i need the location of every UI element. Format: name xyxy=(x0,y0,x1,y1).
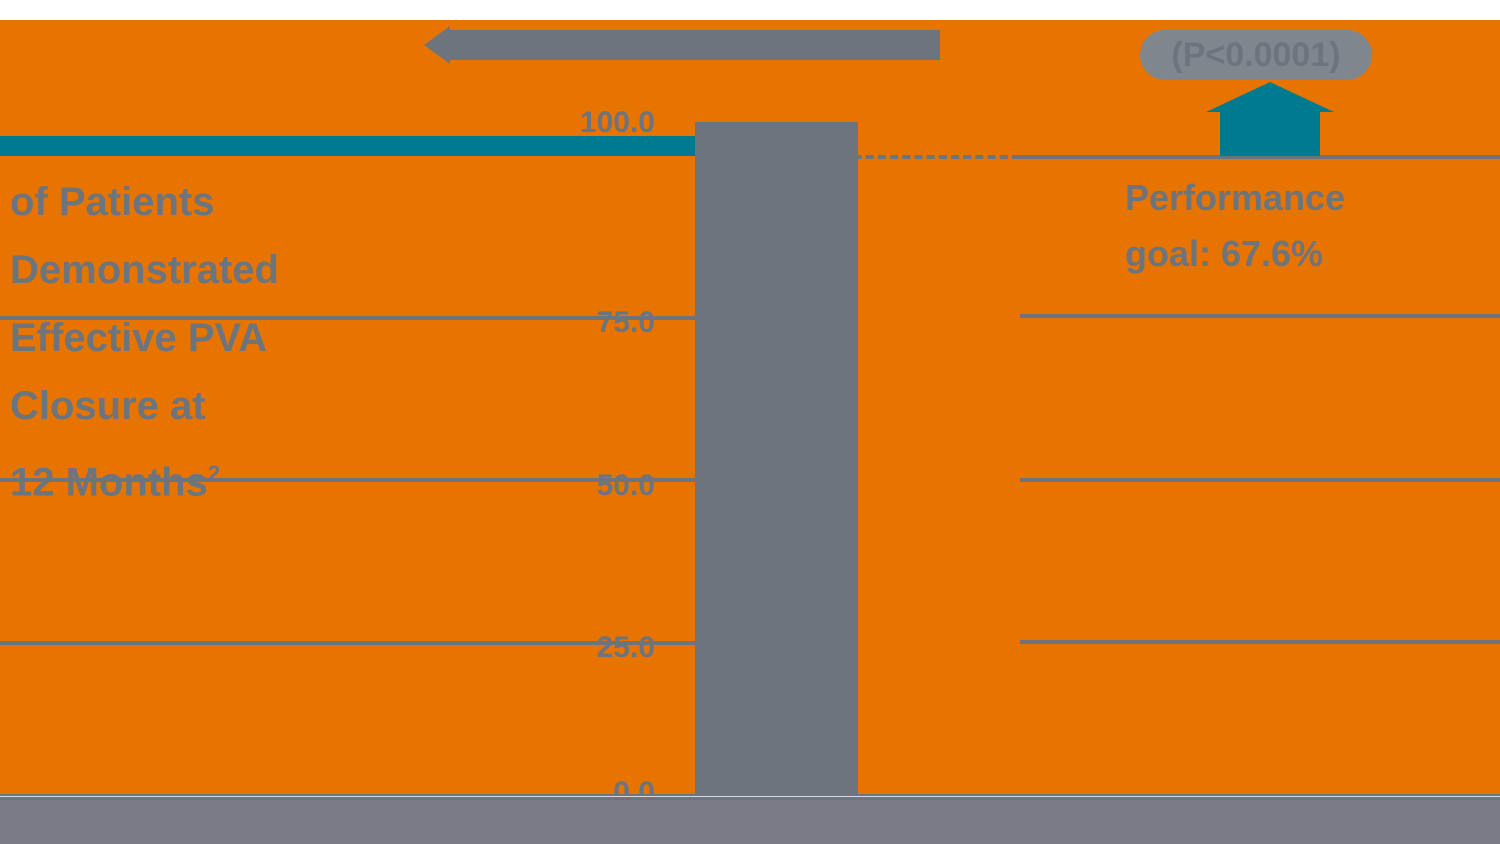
headline-underline xyxy=(0,136,695,156)
description-line-3: Effective PVA xyxy=(10,316,268,360)
up-arrow-stem xyxy=(1220,110,1320,156)
gridline-50 xyxy=(0,478,695,482)
gridline-75 xyxy=(0,316,695,320)
up-arrow-icon xyxy=(1206,82,1334,156)
top-band xyxy=(0,0,1500,20)
right-gridline-50 xyxy=(1020,478,1500,482)
description-line-4: Closure at xyxy=(10,384,206,428)
y-tick-50: 50.0 xyxy=(596,469,655,502)
performance-goal-line-extension xyxy=(1020,155,1500,159)
description-line-2: Demonstrated xyxy=(10,248,279,292)
performance-goal-label: Performance goal: 67.6% xyxy=(1125,180,1345,292)
footnote-marker: 2 xyxy=(207,461,221,486)
gridline-25 xyxy=(0,641,695,645)
right-gridline-75 xyxy=(1020,314,1500,318)
left-arrow-icon xyxy=(424,26,940,64)
bar-result xyxy=(858,122,1020,794)
goal-label-line-2: goal: 67.6% xyxy=(1125,233,1324,274)
y-tick-75: 75.0 xyxy=(596,306,655,339)
description-text: of Patients Demonstrated Effective PVA C… xyxy=(10,180,279,520)
y-tick-100: 100.0 xyxy=(579,106,655,139)
headline-percentage: 100% xyxy=(22,0,388,161)
description-line-5: 12 Months2 xyxy=(10,452,279,504)
y-tick-25: 25.0 xyxy=(596,631,655,664)
right-gridline-25 xyxy=(1020,640,1500,644)
p-value-badge: (P<0.0001) xyxy=(1140,30,1372,80)
up-arrow-head xyxy=(1206,82,1334,112)
x-axis-baseline xyxy=(0,794,1500,800)
bar-comparator xyxy=(695,122,858,794)
performance-goal-line xyxy=(695,155,1020,159)
description-line-1: of Patients xyxy=(10,180,215,224)
bottom-band xyxy=(0,800,1500,844)
goal-label-line-1: Performance xyxy=(1125,177,1346,218)
description-line-5-text: 12 Months xyxy=(10,460,208,505)
